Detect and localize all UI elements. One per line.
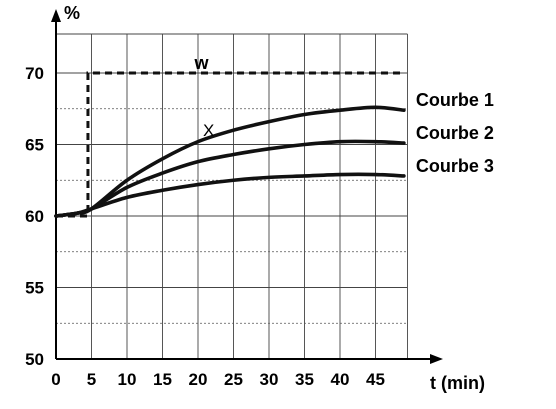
x-tick-label: 45 — [366, 370, 385, 389]
setpoint-line — [56, 71, 404, 218]
setpoint-label: w — [194, 53, 210, 73]
x-axis-arrow-icon — [430, 354, 443, 364]
series-line-3 — [54, 172, 406, 218]
x-axis-label: t (min) — [430, 373, 485, 393]
x-tick-label: 30 — [260, 370, 279, 389]
series-label-1: Courbe 1 — [416, 90, 494, 110]
axes — [51, 9, 443, 364]
x-tick-label: 5 — [87, 370, 96, 389]
grid — [56, 33, 408, 359]
x-tick-label: 10 — [118, 370, 137, 389]
y-axis-arrow-icon — [51, 9, 61, 22]
y-tick-label: 60 — [25, 207, 44, 226]
y-tick-label: 70 — [25, 64, 44, 83]
x-tick-label: 0 — [51, 370, 60, 389]
tick-labels: 0 5 10 15 20 25 30 35 40 45 50 55 60 65 70 — [25, 64, 385, 389]
y-tick-label: 50 — [25, 350, 44, 369]
x-tick-label: 40 — [331, 370, 350, 389]
x-tick-label: 25 — [224, 370, 243, 389]
x-tick-label: 15 — [153, 370, 172, 389]
x-tick-label: 35 — [295, 370, 314, 389]
series: w Courbe 1 X Courbe 2 Courbe 3 — [54, 53, 494, 218]
curve-annotation: X — [203, 121, 214, 140]
y-tick-label: 65 — [25, 136, 44, 155]
y-axis-unit: % — [64, 3, 80, 23]
series-label-3: Courbe 3 — [416, 156, 494, 176]
series-label-2: Courbe 2 — [416, 123, 494, 143]
y-tick-label: 55 — [25, 279, 44, 298]
x-tick-label: 20 — [189, 370, 208, 389]
